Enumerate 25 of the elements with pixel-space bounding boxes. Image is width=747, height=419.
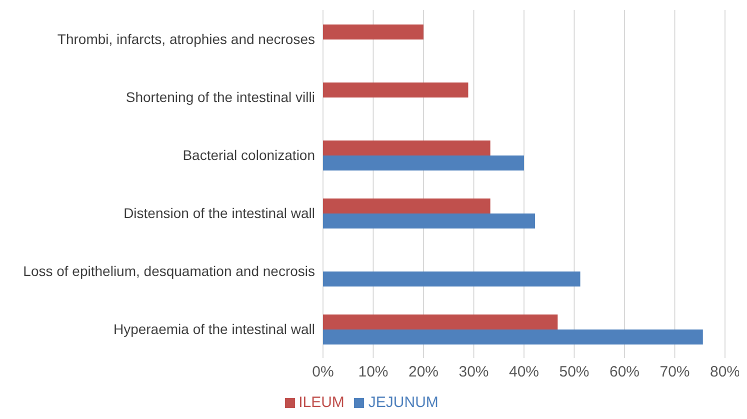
x-tick-label: 40% [508, 364, 540, 381]
bar [323, 198, 490, 214]
x-tick-label: 50% [559, 364, 590, 381]
bar [323, 24, 424, 40]
y-tick-label: Hyperaemia of the intestinal wall [113, 320, 315, 337]
bar [323, 140, 490, 156]
y-tick-label: Thrombi, infarcts, atrophies and necroses [57, 30, 315, 47]
bar [323, 156, 524, 170]
y-tick-label: Loss of epithelium, desquamation and necrosis [23, 262, 315, 279]
x-tick-label: 70% [660, 364, 690, 381]
bar [323, 214, 536, 228]
legend-label: ILEUM [298, 394, 344, 411]
x-tick-label: 0% [312, 364, 334, 381]
y-tick-label: Distension of the intestinal wall [124, 204, 315, 221]
y-tick-label: Bacterial colonization [182, 146, 315, 163]
x-tick-label: 30% [458, 364, 489, 381]
bar [323, 272, 580, 286]
bar [323, 330, 703, 344]
bar [323, 82, 468, 98]
x-tick-label: 60% [609, 364, 640, 381]
legend-label: JEJUNUM [368, 394, 438, 411]
x-tick-label: 20% [408, 364, 439, 381]
x-tick-label: 10% [358, 364, 388, 381]
bar [323, 314, 558, 330]
y-tick-label: Shortening of the intestinal villi [126, 88, 315, 105]
